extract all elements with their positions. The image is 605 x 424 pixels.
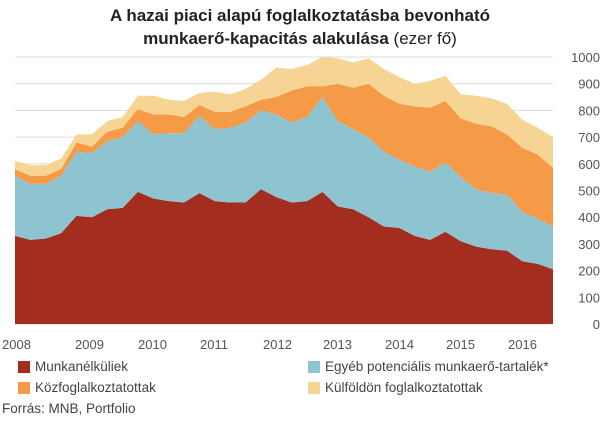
area-munkanelkuliek [15, 189, 553, 324]
x-tick-label: 2013 [323, 337, 352, 352]
legend-item-kozfoglalkoztatottak: Közfoglalkoztatottak [18, 380, 156, 395]
legend-item-egyeb: Egyéb potenciális munkaerő-tartalék* [308, 359, 549, 374]
y-axis-ticks: 0 100 200 300 400 500 600 700 800 900 1000 [571, 50, 600, 332]
chart-title: A hazai piaci alapú foglalkoztatásba bev… [0, 4, 600, 50]
x-tick-label: 2011 [200, 337, 228, 352]
y-tick-label: 200 [578, 264, 600, 279]
x-tick-label: 2016 [508, 337, 537, 352]
y-tick-label: 100 [578, 290, 600, 305]
legend-label-egyeb: Egyéb potenciális munkaerő-tartalék* [325, 359, 549, 374]
legend-swatch-munkanelkuliek [18, 360, 30, 373]
x-tick-label: 2014 [385, 337, 414, 352]
x-tick-label: 2009 [75, 337, 104, 352]
legend-label-munkanelkuliek: Munkanélküliek [35, 359, 129, 374]
legend-swatch-egyeb [308, 360, 320, 373]
y-tick-label: 1000 [571, 50, 600, 65]
y-tick-label: 500 [578, 184, 600, 199]
x-tick-label: 2012 [263, 337, 292, 352]
y-tick-label: 800 [578, 103, 600, 118]
legend-label-kozfoglalkoztatottak: Közfoglalkoztatottak [35, 380, 156, 395]
y-tick-label: 300 [578, 237, 600, 252]
legend-swatch-kozfoglalkoztatottak [18, 381, 30, 394]
legend-swatch-kulfoldon [308, 381, 320, 394]
title-line-1: A hazai piaci alapú foglalkoztatásba bev… [109, 6, 491, 25]
title-line-2: munkaerő-kapacitás alakulása (ezer fő) [0, 27, 600, 50]
legend-item-munkanelkuliek: Munkanélküliek [18, 359, 128, 374]
y-tick-label: 0 [593, 317, 600, 332]
y-tick-label: 600 [578, 157, 600, 172]
title-line-2-rest: (ezer fő) [388, 29, 457, 48]
x-axis-ticks: 2008 2009 2010 2011 2012 2013 2014 2015 2016 [2, 337, 537, 352]
y-tick-label: 700 [578, 130, 600, 145]
legend-label-kulfoldon: Külföldön foglalkoztatottak [325, 380, 483, 395]
y-tick-label: 900 [578, 77, 600, 92]
legend-item-kulfoldon: Külföldön foglalkoztatottak [308, 380, 483, 395]
area-kozfoglalkoztatottak [15, 83, 553, 227]
area-series [15, 57, 553, 324]
y-tick-label: 400 [578, 210, 600, 225]
x-tick-label: 2015 [446, 337, 475, 352]
x-tick-label: 2008 [2, 337, 31, 352]
x-tick-label: 2010 [138, 337, 167, 352]
area-egyeb [15, 97, 553, 270]
source-note: Forrás: MNB, Portfolio [2, 401, 136, 416]
title-line-2-bold: munkaerő-kapacitás alakulása [143, 29, 389, 48]
area-kulfoldon [15, 57, 553, 176]
